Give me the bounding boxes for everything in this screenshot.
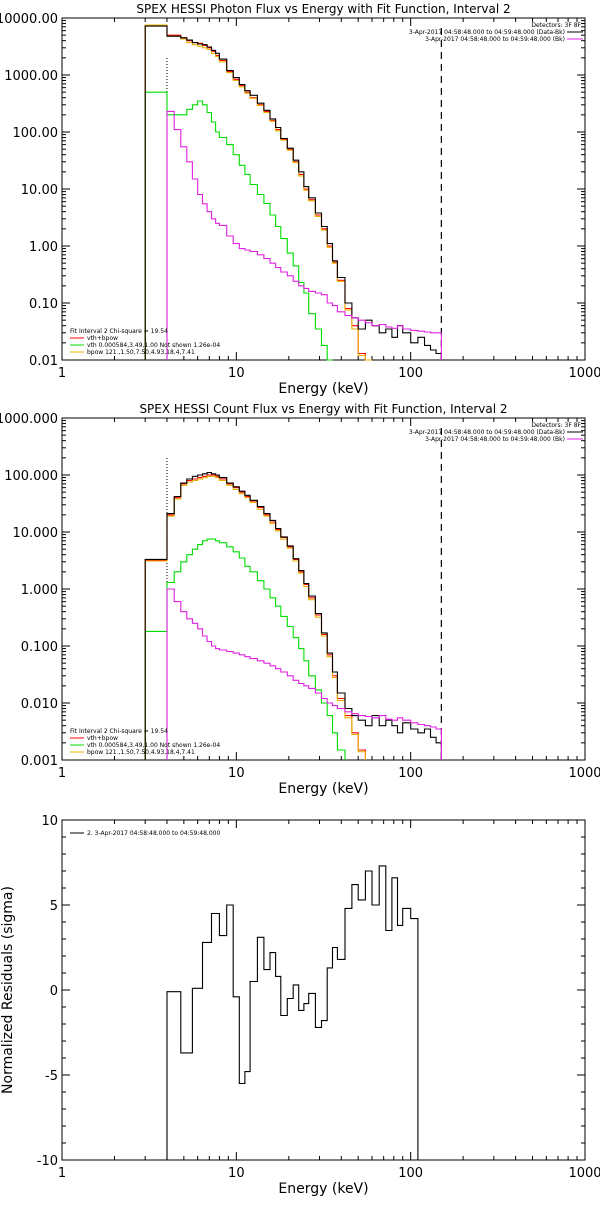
chart-1-x-tick-label: 10	[228, 366, 245, 381]
chart-2-legend-entry-1: 3-Apr-2017 04:58:48.000 to 04:59:48.000 …	[409, 429, 565, 436]
chart-3-y-axis-label: Normalized Residuals (sigma)	[0, 886, 16, 1094]
chart-1-axes-frame	[61, 17, 586, 361]
chart-2-x-axis-label: Energy (keV)	[278, 781, 368, 797]
chart-3-axes-frame	[61, 819, 586, 1161]
chart-1-fit-legend-header: Fit Interval 2 Chi-square = 19.54	[70, 328, 168, 335]
chart-1-y-tick-label: 1.00	[29, 240, 58, 255]
chart-2-x-tick-label: 1000	[568, 766, 600, 781]
chart-1-y-tick-label: 1000.00	[4, 69, 58, 84]
chart-3-y-tick-label: -10	[37, 1154, 58, 1169]
chart-3-legend-entry-1: 2. 3-Apr-2017 04:58:48.000 to 04:59:48.0…	[87, 830, 220, 837]
chart-2-axes-frame	[61, 417, 586, 761]
chart-3-y-tick-label: 5	[50, 899, 58, 914]
chart-2-x-tick-label: 10	[228, 766, 245, 781]
chart-2-y-tick-label: 100.000	[4, 469, 58, 484]
chart-3-x-axis-label: Energy (keV)	[278, 1181, 368, 1197]
chart-1-fit-legend-entry-1: vth+bpow	[87, 335, 118, 342]
chart-3-y-tick-label: -5	[45, 1069, 58, 1084]
chart-1-y-tick-label: 0.10	[29, 297, 58, 312]
chart-3-plot	[61, 819, 586, 1161]
chart-2-y-tick-label: 0.010	[21, 697, 58, 712]
chart-1-series-bk-line	[166, 110, 442, 360]
chart-1-x-tick-label: 100	[398, 366, 423, 381]
chart-3-x-tick-label: 1000	[568, 1166, 600, 1181]
chart-2-y-tick-label: 1000.000	[0, 412, 58, 427]
chart-1-series-vth-line	[144, 91, 333, 361]
chart-2-plot	[61, 417, 586, 761]
chart-1-y-tick-label: 10000.00	[0, 12, 58, 27]
chart-2-fit-legend-entry-1: vth+bpow	[87, 735, 118, 742]
chart-3-x-tick-label: 1	[58, 1166, 66, 1181]
chart-3-y-tick-label: 10	[41, 814, 58, 829]
chart-1-x-tick-label: 1	[58, 366, 66, 381]
chart-2-legend-entry-2: 3-Apr-2017 04:58:48.000 to 04:59:48.000 …	[425, 436, 565, 443]
chart-2-x-tick-label: 100	[398, 766, 423, 781]
chart-2-fit-legend-entry-3: bpow 121.,1.50,7.50,4.93,18.4,7.41	[87, 749, 195, 756]
chart-1-series-data-bk-line	[144, 25, 442, 360]
chart-1-title: SPEX HESSI Photon Flux vs Energy with Fi…	[136, 2, 510, 16]
chart-1-fit-legend-entry-3: bpow 121.,1.50,7.50,4.93,18.4,7.41	[87, 349, 195, 356]
chart-3-x-tick-label: 100	[398, 1166, 423, 1181]
chart-1-plot	[61, 17, 586, 361]
chart-2-legend-header: Detectors: 3F 8F	[531, 422, 581, 429]
chart-2-y-tick-label: 0.001	[21, 754, 58, 769]
chart-3-y-tick-label: 0	[50, 984, 58, 999]
chart-2-y-tick-label: 1.000	[21, 583, 58, 598]
chart-2-y-tick-label: 0.100	[21, 640, 58, 655]
chart-2-x-tick-label: 1	[58, 766, 66, 781]
chart-2-series-bk-line	[166, 588, 442, 760]
chart-1-series-bpow-line	[144, 24, 372, 361]
chart-2-series-data-bk-line	[144, 472, 442, 760]
chart-2-y-tick-label: 10.000	[13, 526, 59, 541]
chart-2-series-vth-line	[144, 538, 346, 760]
chart-2-fit-legend-entry-2: vth 0.000584,3.49,1.00 Not shown 1.26e-0…	[87, 742, 220, 749]
chart-1-legend-entry-1: 3-Apr-2017 04:58:48.000 to 04:59:48.000 …	[409, 29, 565, 36]
chart-3-series-residuals-line	[166, 865, 419, 1160]
chart-1-y-tick-label: 0.01	[29, 354, 58, 369]
chart-2-title: SPEX HESSI Count Flux vs Energy with Fit…	[139, 402, 507, 416]
chart-1-series-vth-bpow-line	[144, 24, 372, 361]
chart-1-legend-entry-2: 3-Apr-2017 04:58:48.000 to 04:59:48.000 …	[425, 36, 565, 43]
chart-2-fit-legend-header: Fit Interval 2 Chi-square = 19.54	[70, 728, 168, 735]
chart-3-x-tick-label: 10	[228, 1166, 245, 1181]
chart-1-y-tick-label: 10.00	[21, 183, 58, 198]
chart-1-fit-legend-entry-2: vth 0.000584,3.49,1.00 Not shown 1.26e-0…	[87, 342, 220, 349]
chart-1-x-axis-label: Energy (keV)	[278, 381, 368, 397]
chart-1-y-tick-label: 100.00	[13, 126, 59, 141]
chart-1-x-tick-label: 1000	[568, 366, 600, 381]
chart-1-legend-header: Detectors: 3F 8F	[531, 22, 581, 29]
